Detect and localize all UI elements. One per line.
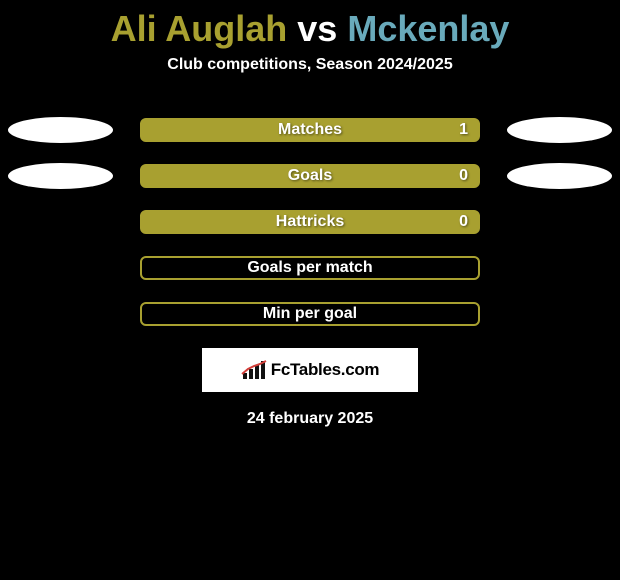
left-ellipse: [8, 163, 113, 189]
page-title: Ali Auglah vs Mckenlay: [0, 0, 620, 50]
stat-bar: Goals per match: [140, 256, 480, 280]
player1-name: Ali Auglah: [111, 8, 288, 49]
stat-row: Matches 1: [0, 118, 620, 142]
stat-row: Goals 0: [0, 164, 620, 188]
logo-chart-icon: [241, 359, 267, 381]
stat-label: Goals per match: [247, 259, 372, 277]
stat-bar: Hattricks 0: [140, 210, 480, 234]
stat-row: Goals per match: [0, 256, 620, 280]
stat-value: 0: [459, 213, 468, 231]
stat-label: Hattricks: [276, 213, 344, 231]
stat-label: Goals: [288, 167, 332, 185]
stat-label: Min per goal: [263, 305, 357, 323]
date-text: 24 february 2025: [0, 410, 620, 428]
stat-bar: Matches 1: [140, 118, 480, 142]
stat-value: 0: [459, 167, 468, 185]
right-ellipse: [507, 163, 612, 189]
subtitle: Club competitions, Season 2024/2025: [0, 56, 620, 74]
stat-row: Min per goal: [0, 302, 620, 326]
right-ellipse: [507, 117, 612, 143]
stat-label: Matches: [278, 121, 342, 139]
player2-name: Mckenlay: [347, 8, 509, 49]
stat-bar: Min per goal: [140, 302, 480, 326]
logo-text: FcTables.com: [271, 360, 380, 380]
left-ellipse: [8, 117, 113, 143]
vs-text: vs: [297, 8, 337, 49]
stats-rows: Matches 1 Goals 0 Hattricks 0 Goals per match M…: [0, 118, 620, 326]
stat-row: Hattricks 0: [0, 210, 620, 234]
stat-value: 1: [459, 121, 468, 139]
logo-box: FcTables.com: [202, 348, 418, 392]
stat-bar: Goals 0: [140, 164, 480, 188]
